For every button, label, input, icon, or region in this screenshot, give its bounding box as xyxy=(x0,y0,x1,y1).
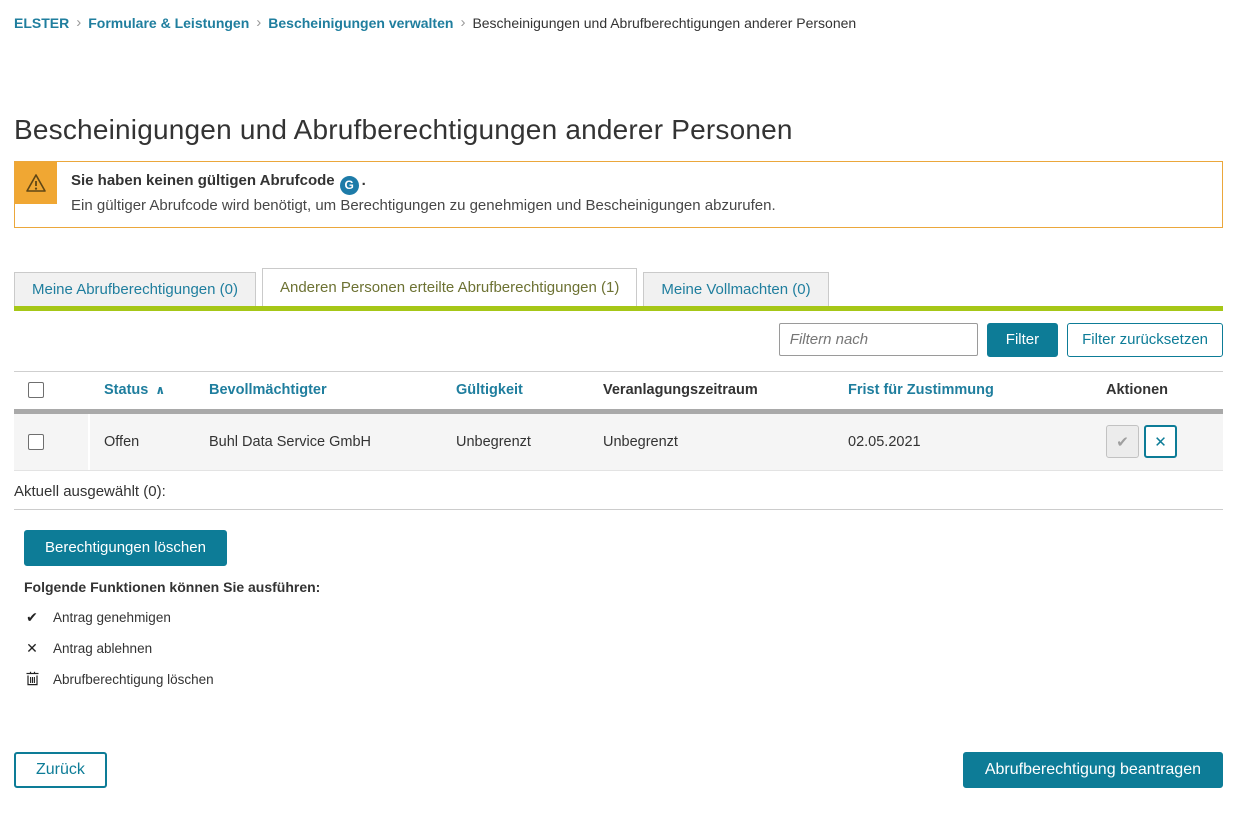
row-gueltigkeit: Unbegrenzt xyxy=(456,433,531,450)
glossary-icon[interactable]: G xyxy=(339,176,359,196)
list-item: ✔ Antrag genehmigen xyxy=(24,609,1223,626)
list-item: Abrufberechtigung löschen xyxy=(24,671,1223,689)
row-checkbox[interactable] xyxy=(28,433,44,450)
column-header-bevollmaechtigter[interactable]: Bevollmächtigter xyxy=(209,382,327,399)
tab-anderen-personen-erteilte-abrufberechtigungen[interactable]: Anderen Personen erteilte Abrufberechtig… xyxy=(261,267,638,306)
functions-heading: Folgende Funktionen können Sie ausführen… xyxy=(24,578,321,595)
breadcrumb-link-elster[interactable]: ELSTER xyxy=(14,14,70,31)
chevron-right-icon: › xyxy=(256,14,262,31)
function-label: Antrag genehmigen xyxy=(53,609,171,625)
warning-body: Ein gültiger Abrufcode wird benötigt, um… xyxy=(71,197,776,215)
table-row: Offen Buhl Data Service GmbH Unbegrenzt … xyxy=(14,413,1223,471)
page-title: Bescheinigungen und Abrufberechtigungen … xyxy=(14,114,793,145)
table-header-row: Status ∧ Bevollmächtigter Gültigkeit Vera… xyxy=(14,370,1223,409)
filter-apply-button[interactable]: Filter xyxy=(986,322,1059,357)
breadcrumb-link-bescheinigungen-verwalten[interactable]: Bescheinigungen verwalten xyxy=(268,14,454,31)
row-status: Offen xyxy=(104,433,140,450)
back-button[interactable]: Zurück xyxy=(14,751,107,788)
reject-request-button[interactable]: ✕ xyxy=(1144,425,1177,459)
check-icon: ✔ xyxy=(26,608,38,625)
authorizations-table: Status ∧ Bevollmächtigter Gültigkeit Vera… xyxy=(14,370,1223,471)
tab-meine-abrufberechtigungen[interactable]: Meine Abrufberechtigungen (0) xyxy=(14,271,256,306)
chevron-right-icon: › xyxy=(76,14,82,31)
breadcrumb-current: Bescheinigungen und Abrufberechtigungen … xyxy=(472,14,857,31)
warning-title: Sie haben keinen gültigen Abrufcode G. xyxy=(71,170,776,196)
function-label: Antrag ablehnen xyxy=(53,640,153,656)
breadcrumb: ELSTER › Formulare & Leistungen › Besche… xyxy=(14,0,1223,31)
delete-authorizations-button[interactable]: Berechtigungen löschen xyxy=(24,529,227,566)
column-header-veranlagungszeitraum: Veranlagungszeitraum xyxy=(603,382,758,399)
trash-icon xyxy=(24,671,40,689)
row-veranlagungszeitraum: Unbegrenzt xyxy=(603,433,678,450)
list-item: ✕ Antrag ablehnen xyxy=(24,640,1223,657)
selected-count-label: Aktuell ausgewählt (0): xyxy=(14,483,1223,510)
approve-request-button: ✔ xyxy=(1106,425,1139,459)
tab-underline-bar xyxy=(14,305,1223,311)
row-frist-fuer-zustimmung: 02.05.2021 xyxy=(848,433,921,450)
column-header-label: Status xyxy=(104,382,149,399)
filter-reset-button[interactable]: Filter zurücksetzen xyxy=(1067,322,1223,357)
filter-row: Filter Filter zurücksetzen xyxy=(14,322,1223,357)
column-header-gueltigkeit[interactable]: Gültigkeit xyxy=(456,382,523,399)
breadcrumb-link-formulare-leistungen[interactable]: Formulare & Leistungen xyxy=(88,14,250,31)
footer-actions: Zurück Abrufberechtigung beantragen xyxy=(14,751,1223,828)
table-header-divider xyxy=(14,408,1223,414)
filter-input[interactable] xyxy=(778,323,978,357)
warning-banner: Sie haben keinen gültigen Abrufcode G. Ei… xyxy=(14,161,1223,228)
column-header-status[interactable]: Status ∧ xyxy=(90,382,195,398)
warning-triangle-icon xyxy=(15,162,57,204)
warning-title-punctuation: . xyxy=(361,172,366,189)
warning-title-text: Sie haben keinen gültigen Abrufcode xyxy=(71,172,335,189)
x-icon: ✕ xyxy=(26,639,38,656)
column-header-frist-fuer-zustimmung[interactable]: Frist für Zustimmung xyxy=(848,382,994,399)
column-header-aktionen: Aktionen xyxy=(1106,382,1169,399)
function-label: Abrufberechtigung löschen xyxy=(53,672,214,688)
available-functions: Folgende Funktionen können Sie ausführen… xyxy=(24,579,1223,689)
row-actions: ✔ ✕ xyxy=(1092,425,1223,459)
sort-asc-icon: ∧ xyxy=(155,383,166,398)
select-all-checkbox[interactable] xyxy=(28,382,44,399)
chevron-right-icon: › xyxy=(460,14,466,31)
request-authorization-button[interactable]: Abrufberechtigung beantragen xyxy=(962,751,1223,788)
tab-bar: Meine Abrufberechtigungen (0) Anderen Pe… xyxy=(14,267,1223,306)
tab-meine-vollmachten[interactable]: Meine Vollmachten (0) xyxy=(643,271,829,306)
row-bevollmaechtigter: Buhl Data Service GmbH xyxy=(209,433,371,450)
